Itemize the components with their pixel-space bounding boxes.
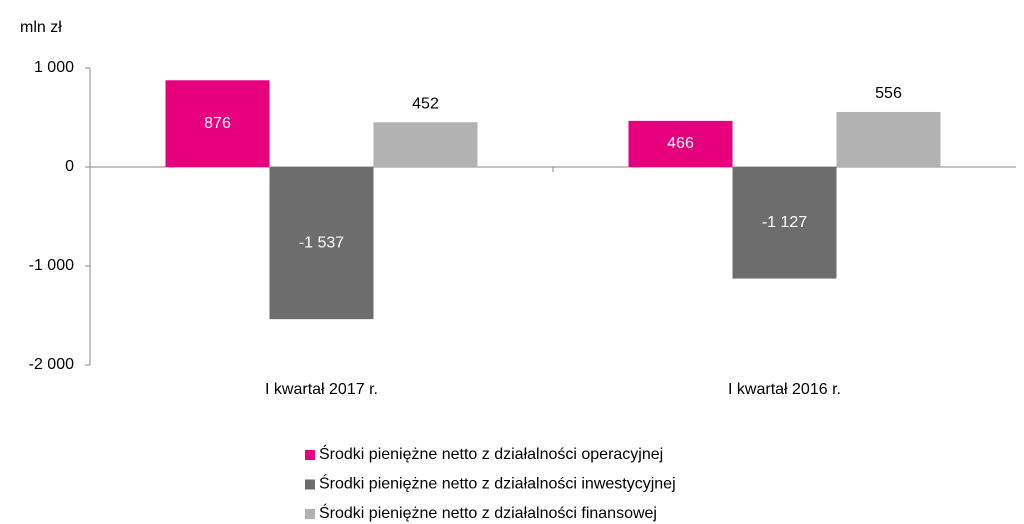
data-label: 556	[875, 85, 902, 102]
legend-marker	[305, 479, 315, 490]
y-tick-label: -1 000	[29, 257, 74, 274]
legend-marker	[305, 509, 315, 519]
x-tick-label: I kwartał 2017 r.	[265, 381, 378, 398]
legend-marker	[305, 450, 315, 460]
bar	[836, 111, 941, 167]
y-tick-label: 0	[65, 158, 74, 175]
bar	[373, 122, 478, 167]
data-label: -1 127	[762, 214, 807, 231]
bar	[628, 120, 733, 167]
data-label: 466	[667, 135, 694, 152]
y-tick-label: -2 000	[29, 356, 74, 373]
legend-label: Środki pieniężne netto z działalności in…	[319, 474, 676, 493]
data-label: -1 537	[299, 234, 344, 251]
data-label: 876	[204, 115, 231, 132]
legend-label: Środki pieniężne netto z działalności fi…	[319, 503, 657, 522]
bar	[165, 80, 270, 167]
legend-label: Środki pieniężne netto z działalności op…	[319, 444, 663, 463]
bar	[269, 167, 374, 320]
data-label: 452	[412, 95, 439, 112]
y-axis-label: mln zł	[20, 19, 62, 36]
bar	[732, 167, 837, 279]
x-tick-label: I kwartał 2016 r.	[728, 381, 841, 398]
y-tick-label: 1 000	[34, 59, 74, 76]
